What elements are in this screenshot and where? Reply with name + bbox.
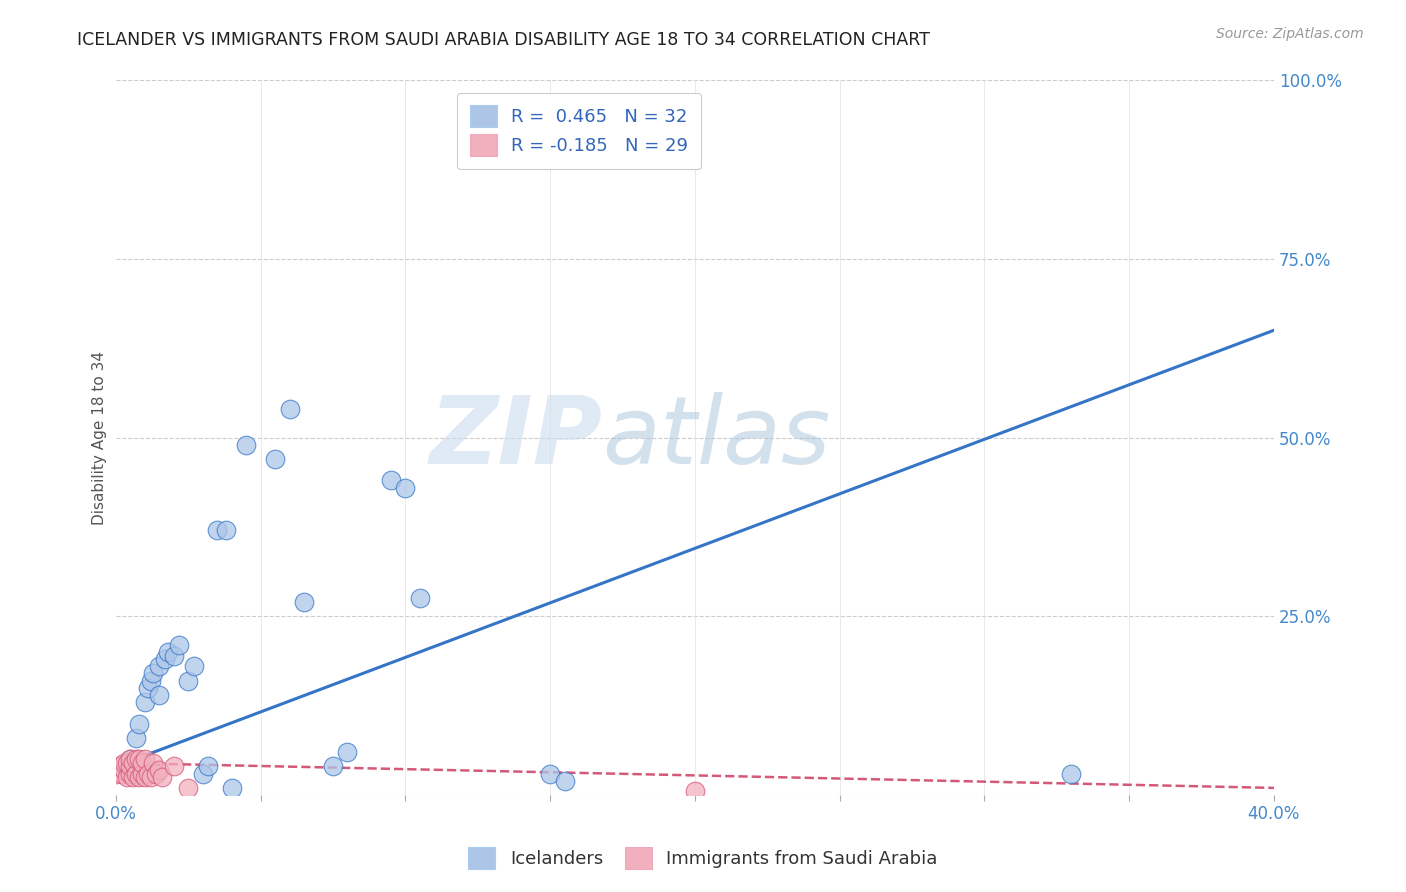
Point — [142, 666, 165, 681]
Point — [148, 688, 170, 702]
Text: ICELANDER VS IMMIGRANTS FROM SAUDI ARABIA DISABILITY AGE 18 TO 34 CORRELATION CH: ICELANDER VS IMMIGRANTS FROM SAUDI ARABI… — [77, 31, 931, 49]
Point — [235, 438, 257, 452]
Text: ZIP: ZIP — [429, 392, 602, 483]
Point — [139, 770, 162, 784]
Point — [134, 752, 156, 766]
Point — [136, 766, 159, 780]
Point — [114, 756, 136, 770]
Point — [215, 524, 238, 538]
Point — [683, 784, 706, 798]
Point — [117, 756, 139, 770]
Point — [104, 766, 127, 780]
Point — [120, 766, 142, 780]
Point — [107, 759, 129, 773]
Point — [120, 759, 142, 773]
Point — [163, 648, 186, 663]
Point — [264, 452, 287, 467]
Point — [134, 695, 156, 709]
Point — [183, 659, 205, 673]
Point — [205, 524, 228, 538]
Point — [125, 752, 148, 766]
Point — [197, 759, 219, 773]
Point — [131, 766, 153, 780]
Point — [336, 745, 359, 759]
Point — [128, 770, 150, 784]
Point — [177, 780, 200, 795]
Point — [409, 591, 432, 606]
Point — [136, 681, 159, 695]
Point — [380, 474, 402, 488]
Point — [538, 766, 561, 780]
Point — [131, 756, 153, 770]
Point — [120, 752, 142, 766]
Point — [110, 766, 132, 780]
Point — [278, 401, 301, 416]
Point — [145, 766, 167, 780]
Point — [169, 638, 191, 652]
Point — [122, 770, 145, 784]
Point — [139, 673, 162, 688]
Point — [163, 759, 186, 773]
Text: Source: ZipAtlas.com: Source: ZipAtlas.com — [1216, 27, 1364, 41]
Point — [1060, 766, 1083, 780]
Legend: R =  0.465   N = 32, R = -0.185   N = 29: R = 0.465 N = 32, R = -0.185 N = 29 — [457, 93, 702, 169]
Point — [156, 645, 179, 659]
Point — [191, 766, 214, 780]
Point — [125, 731, 148, 745]
Point — [221, 780, 243, 795]
Point — [134, 770, 156, 784]
Point — [122, 756, 145, 770]
Point — [128, 752, 150, 766]
Point — [148, 763, 170, 777]
Point — [148, 659, 170, 673]
Point — [114, 763, 136, 777]
Point — [394, 481, 416, 495]
Point — [292, 595, 315, 609]
Point — [117, 770, 139, 784]
Point — [177, 673, 200, 688]
Point — [120, 752, 142, 766]
Legend: Icelanders, Immigrants from Saudi Arabia: Icelanders, Immigrants from Saudi Arabia — [460, 838, 946, 879]
Point — [322, 759, 344, 773]
Point — [142, 756, 165, 770]
Point — [128, 716, 150, 731]
Point — [153, 652, 176, 666]
Point — [150, 770, 173, 784]
Point — [125, 766, 148, 780]
Y-axis label: Disability Age 18 to 34: Disability Age 18 to 34 — [93, 351, 107, 524]
Text: atlas: atlas — [602, 392, 831, 483]
Point — [554, 773, 576, 788]
